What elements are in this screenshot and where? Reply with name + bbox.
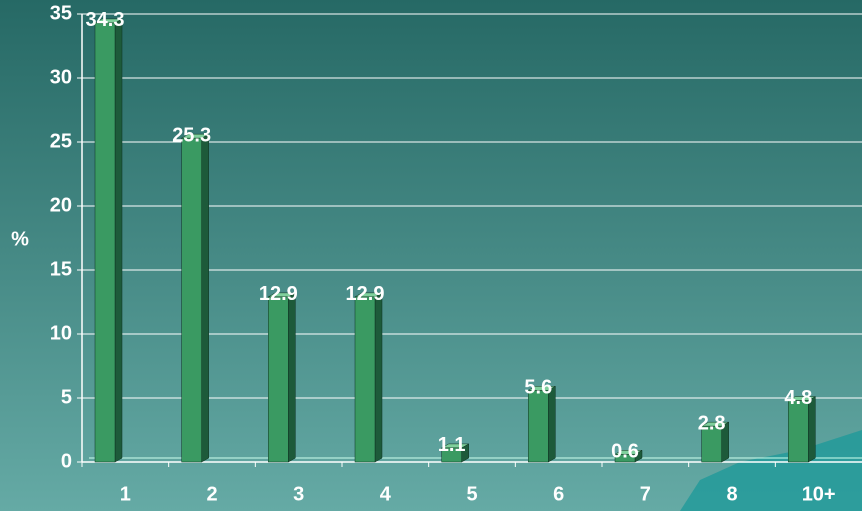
bar xyxy=(614,454,636,463)
bar xyxy=(701,425,722,463)
bar-side xyxy=(114,18,123,463)
value-label: 25.3 xyxy=(172,124,211,146)
x-tick-label: 2 xyxy=(206,483,217,505)
bar-side xyxy=(201,133,209,463)
x-tick-label: 7 xyxy=(640,483,651,505)
bar xyxy=(788,400,809,463)
value-label: 0.6 xyxy=(611,441,639,463)
bar-side xyxy=(288,292,296,463)
bar xyxy=(94,22,116,463)
x-tick-label: 8 xyxy=(726,483,737,505)
value-label: 4.8 xyxy=(784,387,812,409)
x-tick-label: 10+ xyxy=(802,483,836,505)
y-tick-label: 25 xyxy=(50,130,72,152)
y-tick-label: 35 xyxy=(50,2,72,24)
y-tick-label: 0 xyxy=(61,450,72,472)
y-tick-label: 10 xyxy=(50,322,72,344)
bar-side xyxy=(374,292,383,463)
x-tick-label: 5 xyxy=(466,483,477,505)
y-tick-label: 20 xyxy=(50,194,72,216)
value-label: 34.3 xyxy=(86,9,125,31)
value-label: 1.1 xyxy=(438,434,466,456)
value-label: 2.8 xyxy=(698,412,726,434)
bar xyxy=(528,390,549,463)
bar xyxy=(441,447,462,463)
value-label: 5.6 xyxy=(524,377,552,399)
y-axis-label: % xyxy=(11,228,29,250)
bar xyxy=(354,296,376,463)
x-tick-label: 4 xyxy=(380,483,392,505)
y-tick-label: 5 xyxy=(61,386,72,408)
value-label: 12.9 xyxy=(346,283,385,305)
x-tick-label: 6 xyxy=(553,483,564,505)
x-tick-label: 1 xyxy=(120,483,131,505)
bar xyxy=(268,296,289,463)
y-tick-label: 30 xyxy=(50,66,72,88)
x-tick-label: 3 xyxy=(293,483,304,505)
bar xyxy=(181,137,202,463)
decoration xyxy=(680,430,862,511)
y-tick-label: 15 xyxy=(50,258,72,280)
value-label: 12.9 xyxy=(259,283,298,305)
